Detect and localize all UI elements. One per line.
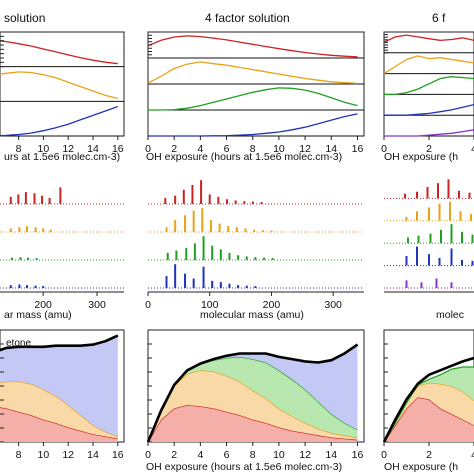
x-tick-label: 14 (87, 143, 99, 155)
x-tick-label: 200 (34, 299, 52, 311)
x-tick-label: 300 (88, 299, 106, 311)
series-line-orange (0, 71, 118, 100)
x-tick-label: 10 (38, 449, 50, 461)
title-left: solution (4, 11, 45, 25)
x-tick-label: 2 (426, 449, 432, 461)
area-fill-orange (384, 382, 474, 442)
title-mid: 4 factor solution (205, 11, 290, 25)
area-fill-blue (0, 335, 118, 437)
x-tick-label: 8 (16, 449, 22, 461)
series-line-red (0, 40, 118, 65)
x-tick-label: 10 (273, 143, 285, 155)
x-tick-label: 4 (471, 449, 474, 461)
time-series-mid: 0 2 4 6 8 10 12 14 16 (145, 31, 365, 155)
xlabel-oh-bottom-right: OH exposure (h (384, 461, 458, 473)
total-line (146, 343, 359, 443)
annotation-etone: etone (6, 338, 31, 349)
x-tick-label: 0 (381, 143, 387, 155)
series-line-orange (383, 55, 474, 75)
x-tick-label: 16 (352, 449, 364, 461)
x-tick-label: 200 (263, 299, 281, 311)
area-right: 0 2 4 (381, 329, 474, 461)
x-tick-label: 12 (299, 449, 311, 461)
series-line-red (383, 34, 474, 43)
series-line-purple (384, 129, 474, 137)
x-tick-label: 16 (112, 449, 124, 461)
mass-spectra-left: 200 300 (0, 187, 124, 311)
x-tick-label: 2 (171, 143, 177, 155)
x-tick-label: 300 (324, 299, 342, 311)
series-line-red (147, 35, 358, 58)
x-tick-label: 0 (145, 299, 151, 311)
x-tick-label: 4 (197, 143, 203, 155)
x-tick-label: 16 (352, 143, 364, 155)
xlabel-oh-bottom-mid: OH exposure (hours at 1.5e6 molec.cm-3) (146, 461, 342, 473)
plot-frame (0, 31, 125, 137)
x-tick-label: 6 (224, 143, 230, 155)
mass-spectra-mid: 0 100 200 300 (145, 180, 364, 311)
xlabel-oh-mid: OH exposure (hours at 1.5e6 molec.cm-3) (146, 151, 342, 163)
x-tick-label: 12 (62, 449, 74, 461)
mass-spectra-right (384, 179, 474, 293)
xlabel-oh-right: OH exposure (h (384, 151, 458, 163)
x-tick-label: 16 (112, 143, 124, 155)
x-tick-label: 14 (325, 143, 337, 155)
x-tick-label: 8 (250, 143, 256, 155)
total-line (0, 334, 119, 352)
xlabel-mass-left: ar mass (amu) (4, 309, 72, 321)
x-tick-label: 2 (171, 449, 177, 461)
xlabel-mass-mid: molecular mass (amu) (200, 309, 304, 321)
x-tick-label: 2 (426, 143, 432, 155)
time-series-left: 8 10 12 14 16 (0, 31, 125, 155)
time-series-right: 0 2 4 (381, 31, 474, 155)
x-tick-label: 0 (145, 449, 151, 461)
area-fill-red (148, 405, 358, 442)
area-fill-orange (148, 370, 358, 442)
series-line-blue (148, 113, 358, 137)
xlabel-mass-right: molec (436, 309, 464, 321)
x-tick-label: 14 (325, 449, 337, 461)
series-line-green (148, 87, 358, 111)
x-tick-label: 0 (145, 143, 151, 155)
area-fill-green (384, 367, 474, 442)
x-tick-label: 12 (299, 143, 311, 155)
x-tick-label: 10 (273, 449, 285, 461)
area-edge-green (383, 366, 474, 443)
series-line-blue (384, 103, 474, 116)
series-line-orange (147, 61, 358, 84)
area-fill-green (148, 356, 358, 442)
area-left: 8 10 12 14 16 (0, 329, 125, 461)
total-line (382, 356, 474, 443)
x-tick-label: 12 (62, 143, 74, 155)
x-tick-label: 0 (381, 449, 387, 461)
series-line-blue (0, 105, 119, 137)
x-tick-label: 4 (471, 143, 474, 155)
area-mid: 0 2 4 6 8 10 12 14 16 (145, 329, 365, 461)
x-tick-label: 100 (201, 299, 219, 311)
area-fill-orange (0, 381, 118, 439)
title-right: 6 f (432, 11, 446, 25)
x-tick-label: 4 (197, 449, 203, 461)
series-line-green (384, 76, 474, 96)
area-fill-blue (148, 344, 358, 442)
x-tick-label: 8 (250, 449, 256, 461)
x-tick-label: 8 (16, 143, 22, 155)
xlabel-oh-left: urs at 1.5e6 molec.cm-3) (4, 151, 120, 163)
x-tick-label: 10 (38, 143, 50, 155)
x-tick-label: 6 (224, 449, 230, 461)
x-tick-label: 14 (87, 449, 99, 461)
